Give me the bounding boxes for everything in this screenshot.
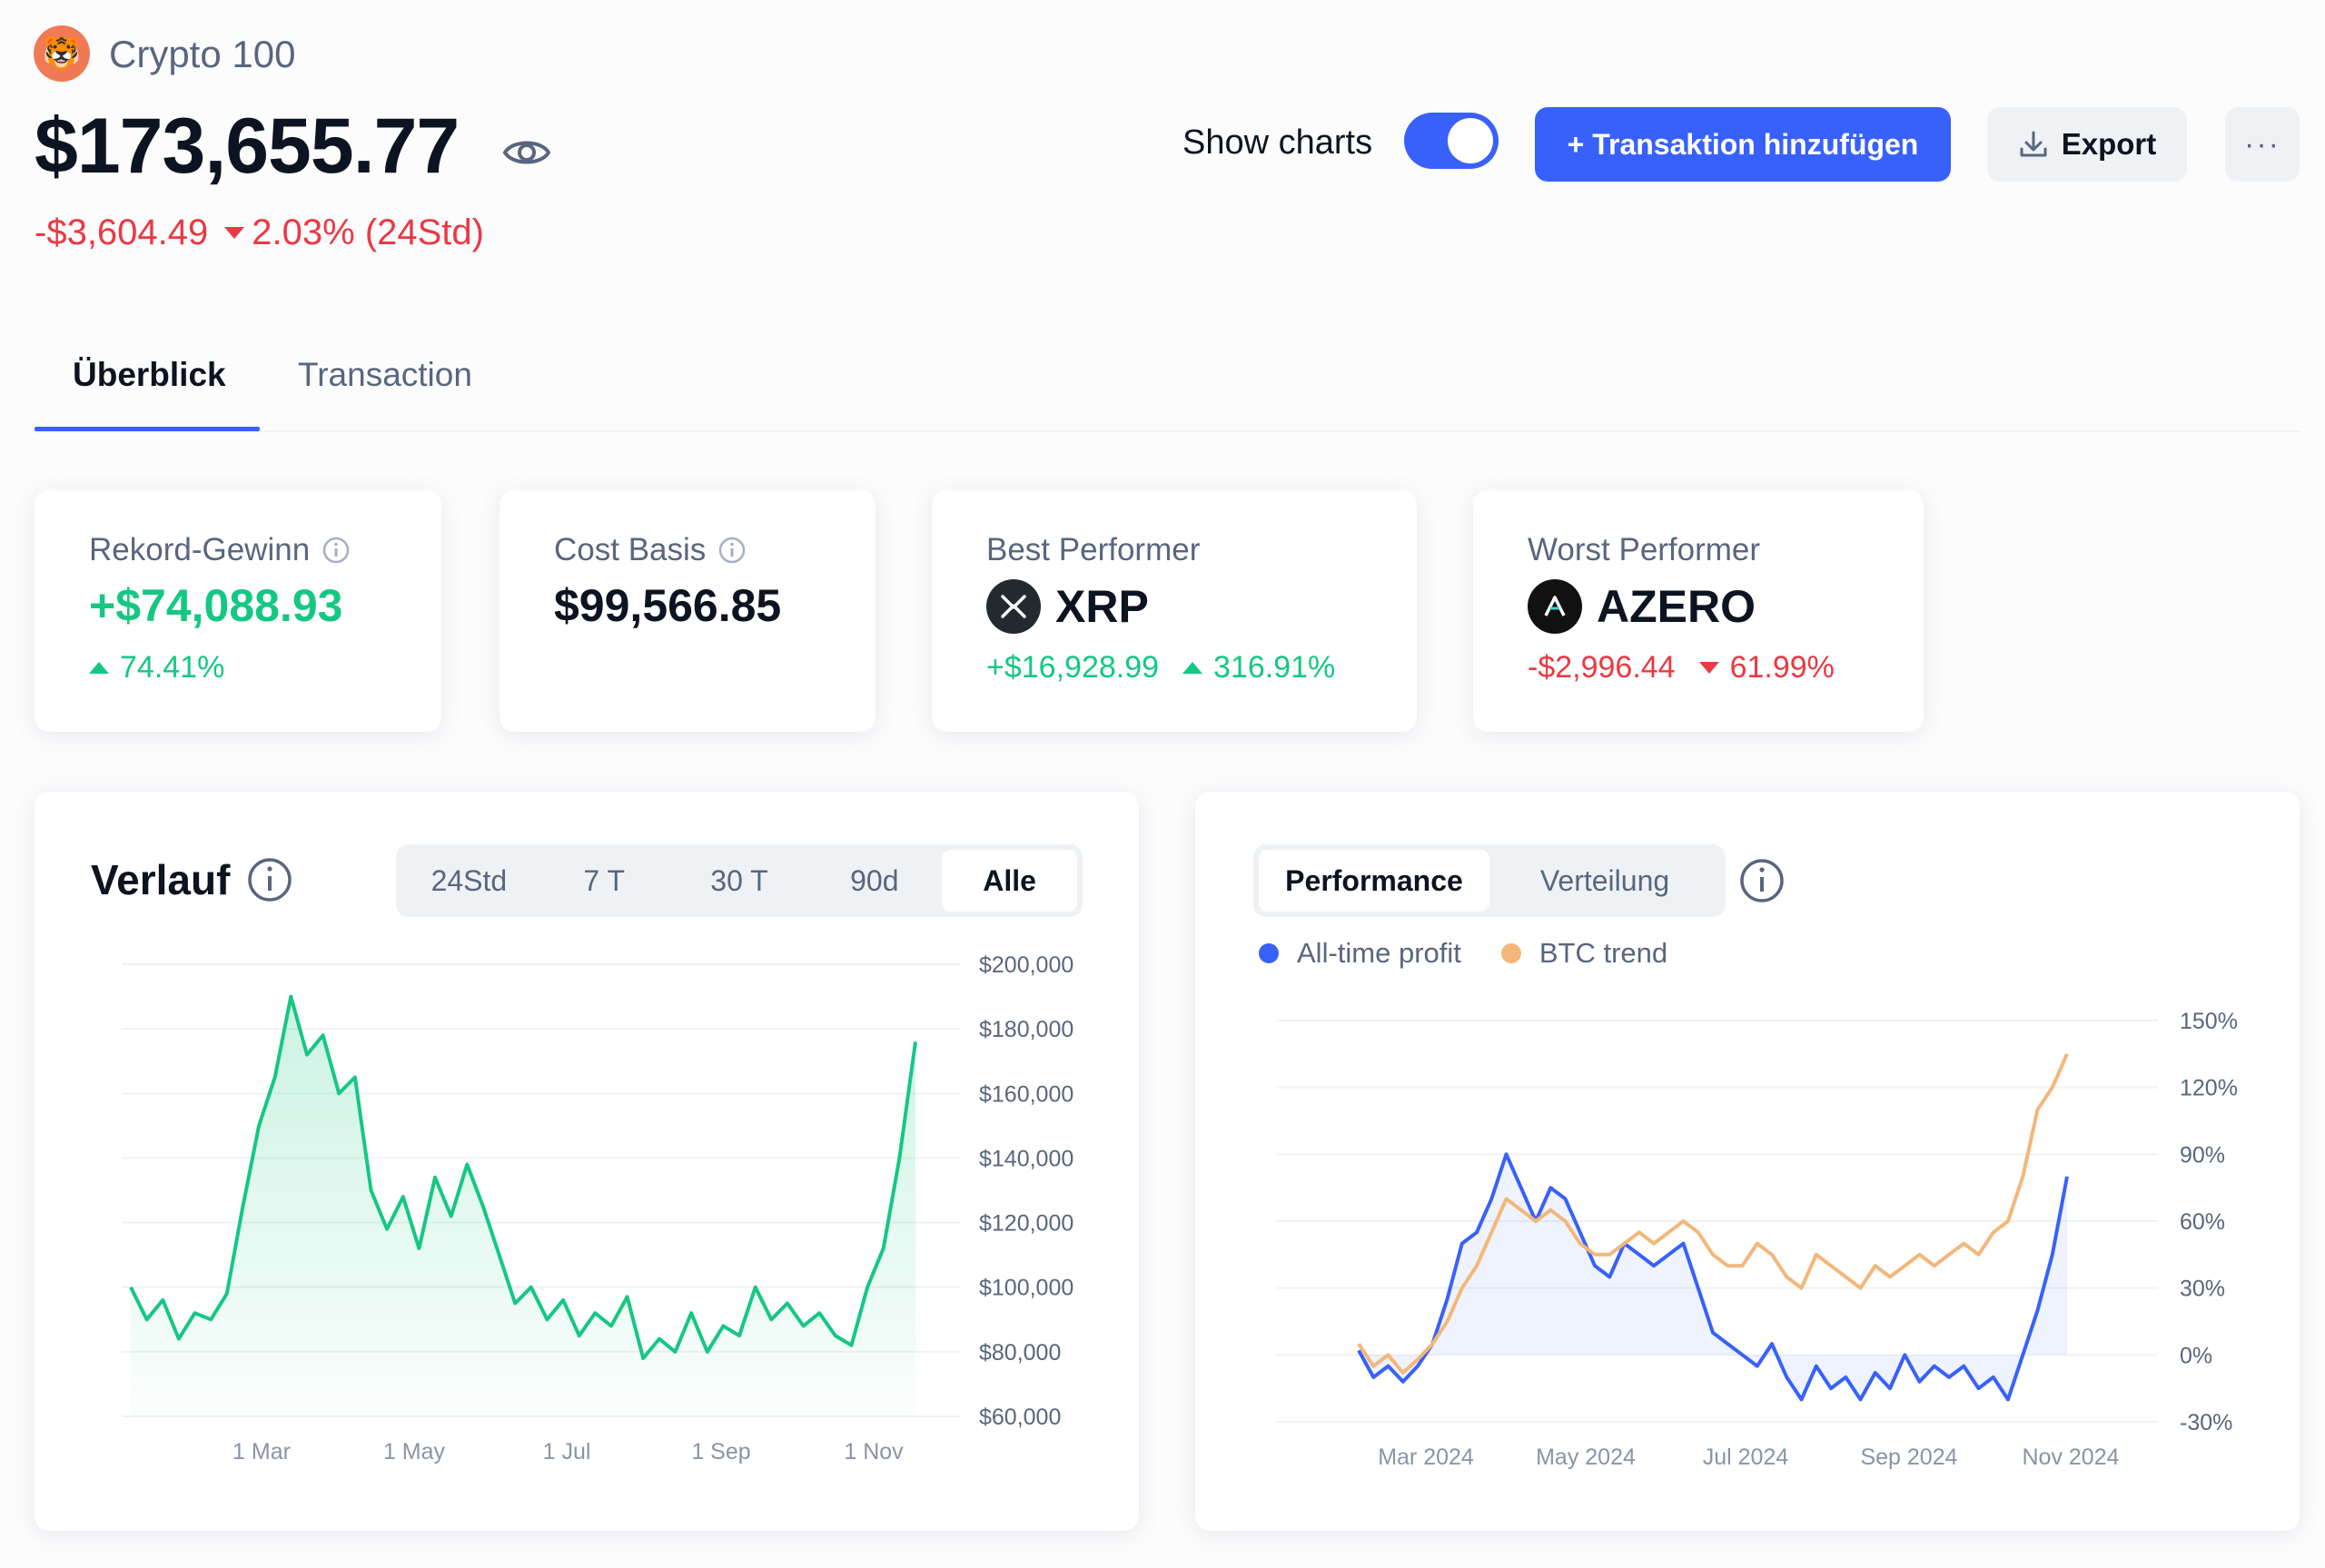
info-icon[interactable]: [322, 537, 350, 564]
x-tick-label: 1 May: [383, 1439, 446, 1464]
all-time-profit-line: [1357, 1152, 2069, 1402]
y-tick-label: 90%: [2180, 1142, 2225, 1168]
record-profit-label: Rekord-Gewinn: [89, 532, 311, 567]
area-fill: [131, 996, 915, 1416]
x-tick-label: Nov 2024: [2022, 1445, 2119, 1470]
export-label: Export: [2061, 127, 2157, 161]
performance-tab-selector: Performance Verteilung: [1253, 844, 1726, 917]
change-amount: -$3,604.49: [35, 212, 209, 252]
worst-performer-label: Worst Performer: [1528, 532, 1761, 567]
caret-down-icon: [1698, 662, 1719, 674]
range-7d[interactable]: 7 T: [583, 864, 626, 897]
x-tick-label: 1 Nov: [844, 1439, 904, 1464]
best-performer-label: Best Performer: [986, 532, 1201, 567]
caret-up-icon: [89, 662, 109, 674]
x-tick-label: May 2024: [1536, 1445, 1636, 1470]
time-range-selector: 24Std 7 T 30 T 90d Alle: [396, 844, 1083, 917]
record-profit-card: Rekord-Gewinn +$74,088.93 74.41%: [35, 490, 441, 732]
y-tick-label: $180,000: [979, 1017, 1073, 1042]
range-30d[interactable]: 30 T: [710, 864, 768, 897]
portfolio-name[interactable]: Crypto 100: [109, 33, 296, 75]
line-series: [129, 994, 917, 1360]
tab-transaction[interactable]: Transaction: [298, 356, 472, 393]
caret-down-icon: [224, 227, 245, 239]
performance-chart[interactable]: 150% 120% 90% 60% 30% 0% -30% Mar 2024 May 2024 J…: [1195, 792, 2300, 1531]
x-tick-label: 1 Jul: [543, 1439, 591, 1464]
range-24h[interactable]: 24Std: [430, 864, 508, 897]
y-tick-label: $80,000: [979, 1340, 1061, 1366]
y-tick-label: 120%: [2180, 1076, 2238, 1101]
range-90d[interactable]: 90d: [850, 864, 899, 897]
chart-legend: All-time profit BTC trend: [1259, 937, 1667, 970]
tab-divider: [35, 430, 2300, 432]
change-percent: 2.03% (24Std): [252, 212, 484, 252]
worst-performer-percent: 61.99%: [1729, 650, 1835, 685]
tab-distribution[interactable]: Verteilung: [1539, 864, 1670, 897]
x-tick-label: Jul 2024: [1703, 1445, 1789, 1470]
cost-basis-card: Cost Basis $99,566.85: [500, 490, 876, 732]
eye-icon[interactable]: [501, 127, 552, 178]
info-icon[interactable]: [246, 856, 293, 903]
y-tick-label: 150%: [2180, 1009, 2238, 1034]
worst-performer-amount: -$2,996.44: [1528, 650, 1676, 685]
caret-up-icon: [1182, 662, 1203, 674]
y-tick-label: -30%: [2180, 1410, 2232, 1435]
y-tick-label: $60,000: [979, 1405, 1061, 1430]
more-options-button[interactable]: ···: [2225, 107, 2300, 182]
y-tick-label: $200,000: [979, 952, 1073, 978]
history-panel: Verlauf 24Std 7 T 30 T 90d Alle $200,000…: [35, 792, 1139, 1531]
worst-performer-card: Worst Performer AZERO -$2,996.44 61.99%: [1473, 490, 1924, 732]
y-tick-label: $120,000: [979, 1211, 1073, 1237]
tiger-emoji-icon: 🐯: [34, 25, 90, 82]
y-tick-label: 60%: [2180, 1209, 2225, 1235]
best-performer-amount: +$16,928.99: [986, 650, 1160, 685]
portfolio-change: -$3,604.49 2.03% (24Std): [35, 212, 484, 253]
record-profit-value: +$74,088.93: [89, 580, 343, 631]
cost-basis-value: $99,566.85: [554, 580, 782, 631]
y-tick-label: $140,000: [979, 1146, 1073, 1171]
y-tick-label: $100,000: [979, 1276, 1073, 1301]
y-tick-label: $160,000: [979, 1081, 1073, 1107]
worst-performer-coin[interactable]: AZERO: [1597, 581, 1756, 632]
record-profit-percent: 74.41%: [120, 650, 225, 685]
performance-panel: Performance Verteilung All-time profit B…: [1195, 792, 2300, 1531]
show-charts-toggle[interactable]: [1404, 113, 1499, 169]
toggle-knob: [1448, 118, 1493, 163]
legend-label: BTC trend: [1538, 937, 1668, 969]
history-chart[interactable]: $200,000 $180,000 $160,000 $140,000 $120,000…: [35, 792, 1139, 1531]
tab-performance[interactable]: Performance: [1259, 850, 1489, 912]
x-tick-label: 1 Mar: [232, 1439, 291, 1464]
x-tick-label: 1 Sep: [691, 1439, 750, 1464]
y-tick-label: 0%: [2180, 1343, 2212, 1368]
x-tick-label: Mar 2024: [1378, 1445, 1474, 1470]
range-all[interactable]: Alle: [942, 850, 1077, 912]
btc-trend-line: [1357, 1052, 2069, 1375]
y-tick-label: 30%: [2180, 1277, 2225, 1302]
export-button[interactable]: Export: [1987, 107, 2187, 182]
best-performer-card: Best Performer XRP +$16,928.99 316.91%: [932, 490, 1417, 732]
portfolio-total-value: $173,655.77: [35, 103, 460, 190]
xrp-logo-icon: [986, 579, 1041, 634]
info-icon[interactable]: [1738, 857, 1786, 904]
info-icon[interactable]: [718, 537, 746, 564]
best-performer-percent: 316.91%: [1213, 650, 1336, 685]
tab-overview[interactable]: Überblick: [73, 356, 226, 393]
legend-all-time-profit[interactable]: All-time profit: [1259, 937, 1461, 970]
best-performer-coin[interactable]: XRP: [1055, 581, 1149, 632]
profit-area-fill: [1359, 1154, 2067, 1400]
legend-btc-trend[interactable]: BTC trend: [1500, 937, 1668, 970]
download-icon: [2020, 131, 2047, 157]
history-title: Verlauf: [91, 856, 231, 903]
add-transaction-button[interactable]: + Transaktion hinzufügen: [1535, 107, 1951, 182]
legend-label: All-time profit: [1297, 937, 1461, 969]
show-charts-label: Show charts: [1182, 123, 1373, 162]
x-tick-label: Sep 2024: [1860, 1445, 1957, 1470]
azero-logo-icon: [1528, 579, 1582, 634]
cost-basis-label: Cost Basis: [554, 532, 707, 567]
tab-active-indicator: [35, 427, 260, 431]
